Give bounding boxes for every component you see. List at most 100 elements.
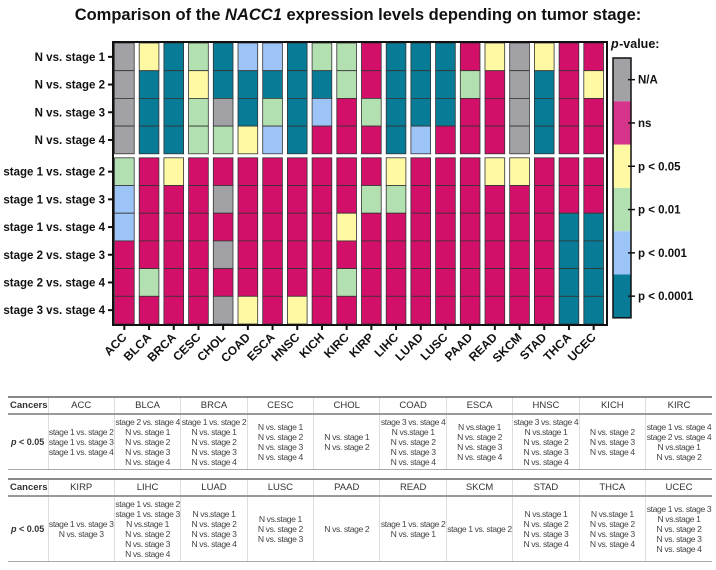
heatmap-cell — [262, 295, 283, 325]
heatmap-cell — [163, 240, 184, 269]
heatmap-cell — [286, 70, 308, 99]
x-tick-label: KIRC — [321, 330, 352, 361]
heatmap-cell — [138, 185, 160, 214]
heatmap-cell — [558, 98, 580, 127]
comparison-item: N vs. stage 3 — [191, 447, 237, 457]
legend-swatch — [613, 274, 631, 318]
comparison-item: N vs. stage 4 — [125, 457, 171, 467]
heatmap-cell — [509, 70, 530, 99]
heatmap-cell — [509, 240, 530, 269]
p-label-threshold: < 0.05 — [16, 524, 45, 534]
legend-label: ns — [638, 118, 651, 130]
heatmap-cell — [361, 98, 382, 127]
legend-swatch — [613, 144, 631, 188]
comparison-item: N vs. stage 3 — [523, 447, 569, 457]
comparison-item: N vs. stage 2 — [523, 437, 569, 447]
comparison-item: N vs. stage 4 — [390, 457, 436, 467]
heatmap-cell — [188, 70, 209, 99]
heatmap-cell — [262, 268, 283, 297]
y-tick-label: N vs. stage 1 — [35, 52, 106, 64]
legend-label: N/A — [638, 75, 658, 87]
heatmap-cell — [583, 70, 604, 99]
heatmap-cell — [188, 157, 209, 186]
heatmap-cell — [163, 212, 184, 242]
p-value-row-label: p < 0.05 — [8, 496, 48, 562]
cancer-header: LIHC — [113, 478, 181, 497]
heatmap-cell — [385, 98, 407, 127]
heatmap-cell — [237, 98, 259, 127]
legend-label: p < 0.01 — [638, 205, 681, 217]
cancer-header: STAD — [512, 478, 580, 497]
heatmap-cell — [336, 70, 357, 99]
heatmap-cell — [237, 212, 259, 242]
heatmap-cell — [484, 125, 506, 155]
heatmap-cell — [286, 268, 308, 297]
heatmap-cell — [286, 212, 308, 242]
comparison-item: N vs. stage 2 — [523, 519, 569, 529]
heatmap-cell — [114, 70, 135, 99]
heatmap-cell — [311, 295, 333, 325]
heatmap-cell — [262, 240, 283, 269]
heatmap-cell — [286, 42, 308, 72]
heatmap-cell — [410, 125, 431, 155]
comparison-item: N vs. stage 3 — [390, 447, 436, 457]
comparison-item: stage 1 vs. stage 2 — [380, 519, 446, 529]
heatmap-cell — [212, 185, 234, 214]
heatmap-cell — [583, 125, 604, 155]
heatmap-cell — [459, 212, 481, 242]
comparison-item: N vs. stage 4 — [656, 544, 702, 554]
heatmap-cell — [311, 125, 333, 155]
heatmap-cell — [188, 212, 209, 242]
comparison-item: stage 1 vs. stage 3 — [48, 437, 114, 447]
heatmap-cell — [410, 70, 431, 99]
heatmap-cell — [484, 42, 506, 72]
heatmap-cell — [534, 212, 555, 242]
cancer-header: THCA — [578, 478, 646, 497]
comparison-item: stage 1 vs. stage 4 — [48, 447, 114, 457]
p-label-italic: p — [11, 437, 17, 447]
heatmap-cell — [336, 295, 357, 325]
heatmap-cell — [212, 42, 234, 72]
comparison-item: N vs.stage 1 — [458, 422, 502, 432]
heatmap-cell — [509, 185, 530, 214]
significance-table-1: Cancers ACC BLCA BRCA CESC CHOL COAD ESCA HNSC KI… — [8, 396, 712, 470]
y-tick-label: stage 1 vs. stage 2 — [3, 167, 105, 179]
heatmap-cell — [534, 70, 555, 99]
comparison-item: N vs. stage 3 — [457, 442, 503, 452]
heatmap-cell — [188, 42, 209, 72]
comparison-item: N vs. stage 3 — [589, 529, 635, 539]
comparison-item: N vs. stage 4 — [523, 457, 569, 467]
x-tick-label: LUAD — [392, 330, 426, 364]
comparison-item: N vs. stage 4 — [125, 549, 171, 559]
heatmap-cell — [336, 42, 357, 72]
heatmap-cell — [138, 295, 160, 325]
heatmap-cell — [385, 212, 407, 242]
y-tick-label: N vs. stage 2 — [35, 80, 105, 92]
heatmap-cell — [286, 240, 308, 269]
heatmap-cell — [484, 295, 506, 325]
comparison-item: N vs. stage 1 — [324, 432, 370, 442]
heatmap-cell — [410, 295, 431, 325]
heatmap-cell — [237, 185, 259, 214]
comparison-item: stage 1 vs. stage 2 — [48, 427, 114, 437]
heatmap-cell — [459, 295, 481, 325]
heatmap-cell — [237, 268, 259, 297]
y-tick-label: N vs. stage 4 — [35, 135, 106, 147]
heatmap-cell — [237, 42, 259, 72]
heatmap-cell — [410, 212, 431, 242]
comparison-item: stage 1 vs. stage 4 — [646, 422, 712, 432]
heatmap-cell — [286, 125, 308, 155]
heatmap-cell — [163, 98, 184, 127]
heatmap-cell — [163, 42, 184, 72]
heatmap-cell — [385, 295, 407, 325]
comparison-item: N vs.stage 1 — [391, 427, 435, 437]
heatmap-cell — [138, 42, 160, 72]
comparison-item: N vs. stage 4 — [191, 539, 237, 549]
comparison-item: N vs. stage 2 — [324, 524, 370, 534]
comparison-item: stage 2 vs. stage 4 — [115, 417, 180, 427]
